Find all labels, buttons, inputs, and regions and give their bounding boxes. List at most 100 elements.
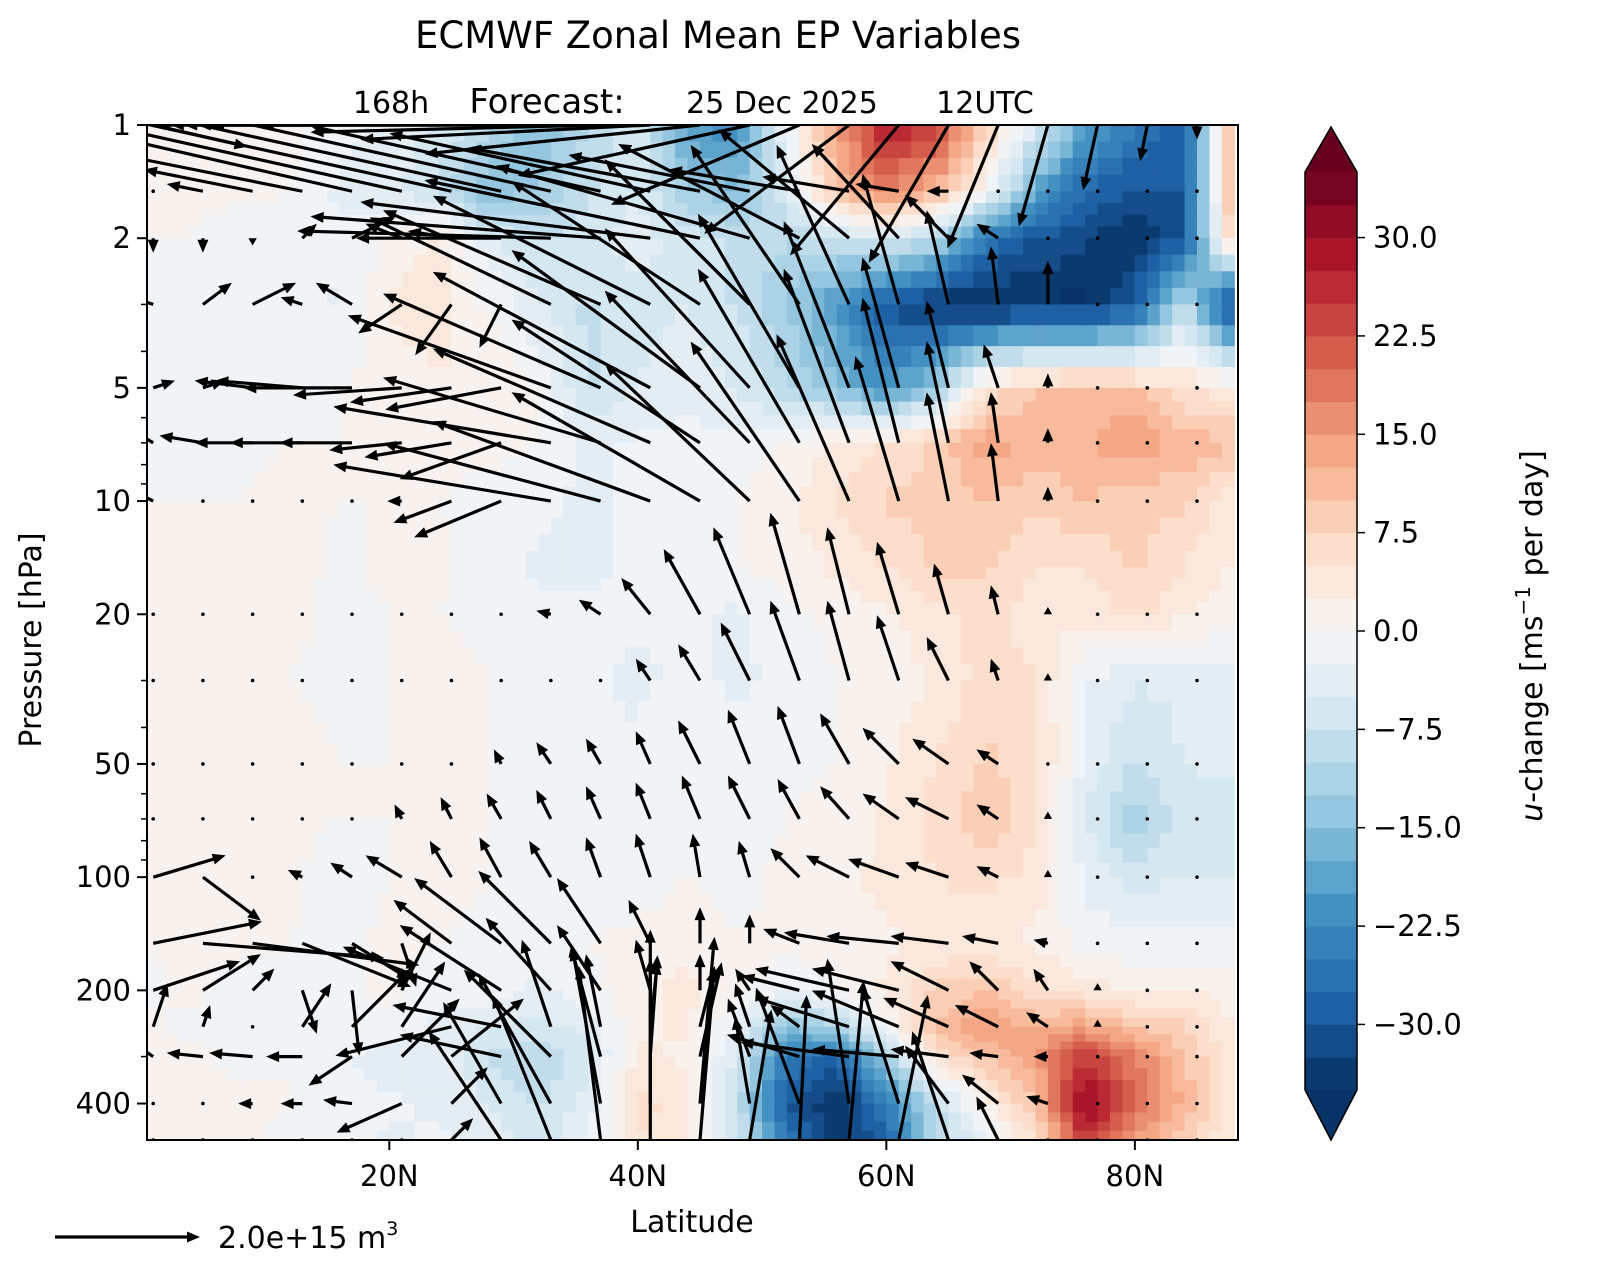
contour-cell [1134,457,1148,473]
contour-cell [774,486,788,502]
contour-cell [364,893,378,911]
contour-cell [389,325,403,347]
contour-cell [1097,325,1111,347]
contour-cell [538,777,552,793]
contour-cell [525,680,540,702]
contour-cell [1047,346,1061,368]
contour-cell [252,238,266,256]
contour-cell [911,978,925,991]
contour-cell [178,966,192,980]
contour-cell [339,893,353,911]
contour-cell [1023,367,1037,389]
contour-cell [178,1017,192,1028]
contour-cell [488,777,502,793]
contour-cell [675,602,689,615]
contour-cell [662,966,676,980]
contour-cell [389,791,403,806]
contour-cell [153,346,167,368]
contour-cell [811,471,825,488]
contour-cell [202,990,216,1001]
contour-cell [376,238,390,256]
contour-cell [525,833,540,849]
contour-cell [327,877,341,895]
contour-cell [1134,910,1148,928]
contour-cell [786,501,800,519]
contour-cell [786,777,800,793]
contour-cell [202,517,216,535]
contour-cell [849,590,863,604]
contour-cell [612,647,626,665]
contour-cell [712,680,726,702]
contour-cell [985,567,999,580]
contour-cell [675,943,689,956]
contour-cell [1097,501,1111,519]
contour-cell [240,777,254,793]
contour-cell [898,174,912,192]
contour-cell [277,602,291,615]
contour-cell [439,680,453,702]
contour-cell [849,663,863,682]
contour-cell [376,647,390,665]
contour-cell [811,763,825,779]
contour-cell [1134,287,1148,306]
contour-cell [600,818,614,835]
contour-cell [190,471,204,488]
contour-cell [339,763,353,779]
contour-cell [973,777,987,793]
contour-cell [314,457,328,473]
contour-cell [1196,955,1211,968]
contour-cell [749,325,763,347]
contour-cell [165,893,179,911]
contour-cell [1035,848,1049,864]
contour-cell [960,943,974,956]
contour-cell [1147,429,1161,444]
contour-cell [973,647,987,665]
contour-cell [675,238,689,256]
contour-cell [1010,125,1024,143]
contour-cell [153,877,167,895]
contour-cell [240,630,254,648]
contour-cell [650,254,664,272]
contour-cell [712,579,726,592]
contour-cell [1035,471,1049,488]
contour-cell [1209,777,1223,793]
contour-cell [886,893,900,911]
contour-cell [513,550,527,568]
contour-cell [998,457,1012,473]
contour-cell [1147,517,1161,535]
contour-cell [1023,517,1037,535]
contour-cell [252,442,266,458]
contour-cell [923,517,937,535]
contour-cell [1072,550,1086,568]
contour-cell [1172,141,1186,159]
contour-cell [376,287,390,306]
contour-cell [588,517,602,535]
contour-cell [327,415,341,430]
contour-cell [1085,630,1099,648]
contour-cell [675,680,689,702]
contour-cell [1035,955,1049,968]
contour-cell [625,791,639,806]
contour-cell [451,534,465,552]
contour-cell [749,722,763,744]
contour-cell [973,680,987,702]
contour-cell [178,791,192,806]
contour-cell [612,701,626,723]
contour-cell [501,534,515,552]
contour-cell [538,943,552,956]
contour-cell [985,630,999,648]
contour-cell [799,818,813,835]
contour-cell [352,701,366,723]
contour-cell [451,579,465,592]
contour-cell [960,743,974,765]
contour-cell [165,999,179,1010]
contour-cell [1060,287,1074,306]
contour-cell [1060,325,1074,347]
contour-cell [1072,471,1086,488]
contour-cell [525,818,540,835]
contour-cell [289,978,303,991]
contour-cell [1097,630,1111,648]
contour-cell [960,862,974,878]
contour-cell [1147,158,1161,176]
contour-cell [550,966,564,980]
